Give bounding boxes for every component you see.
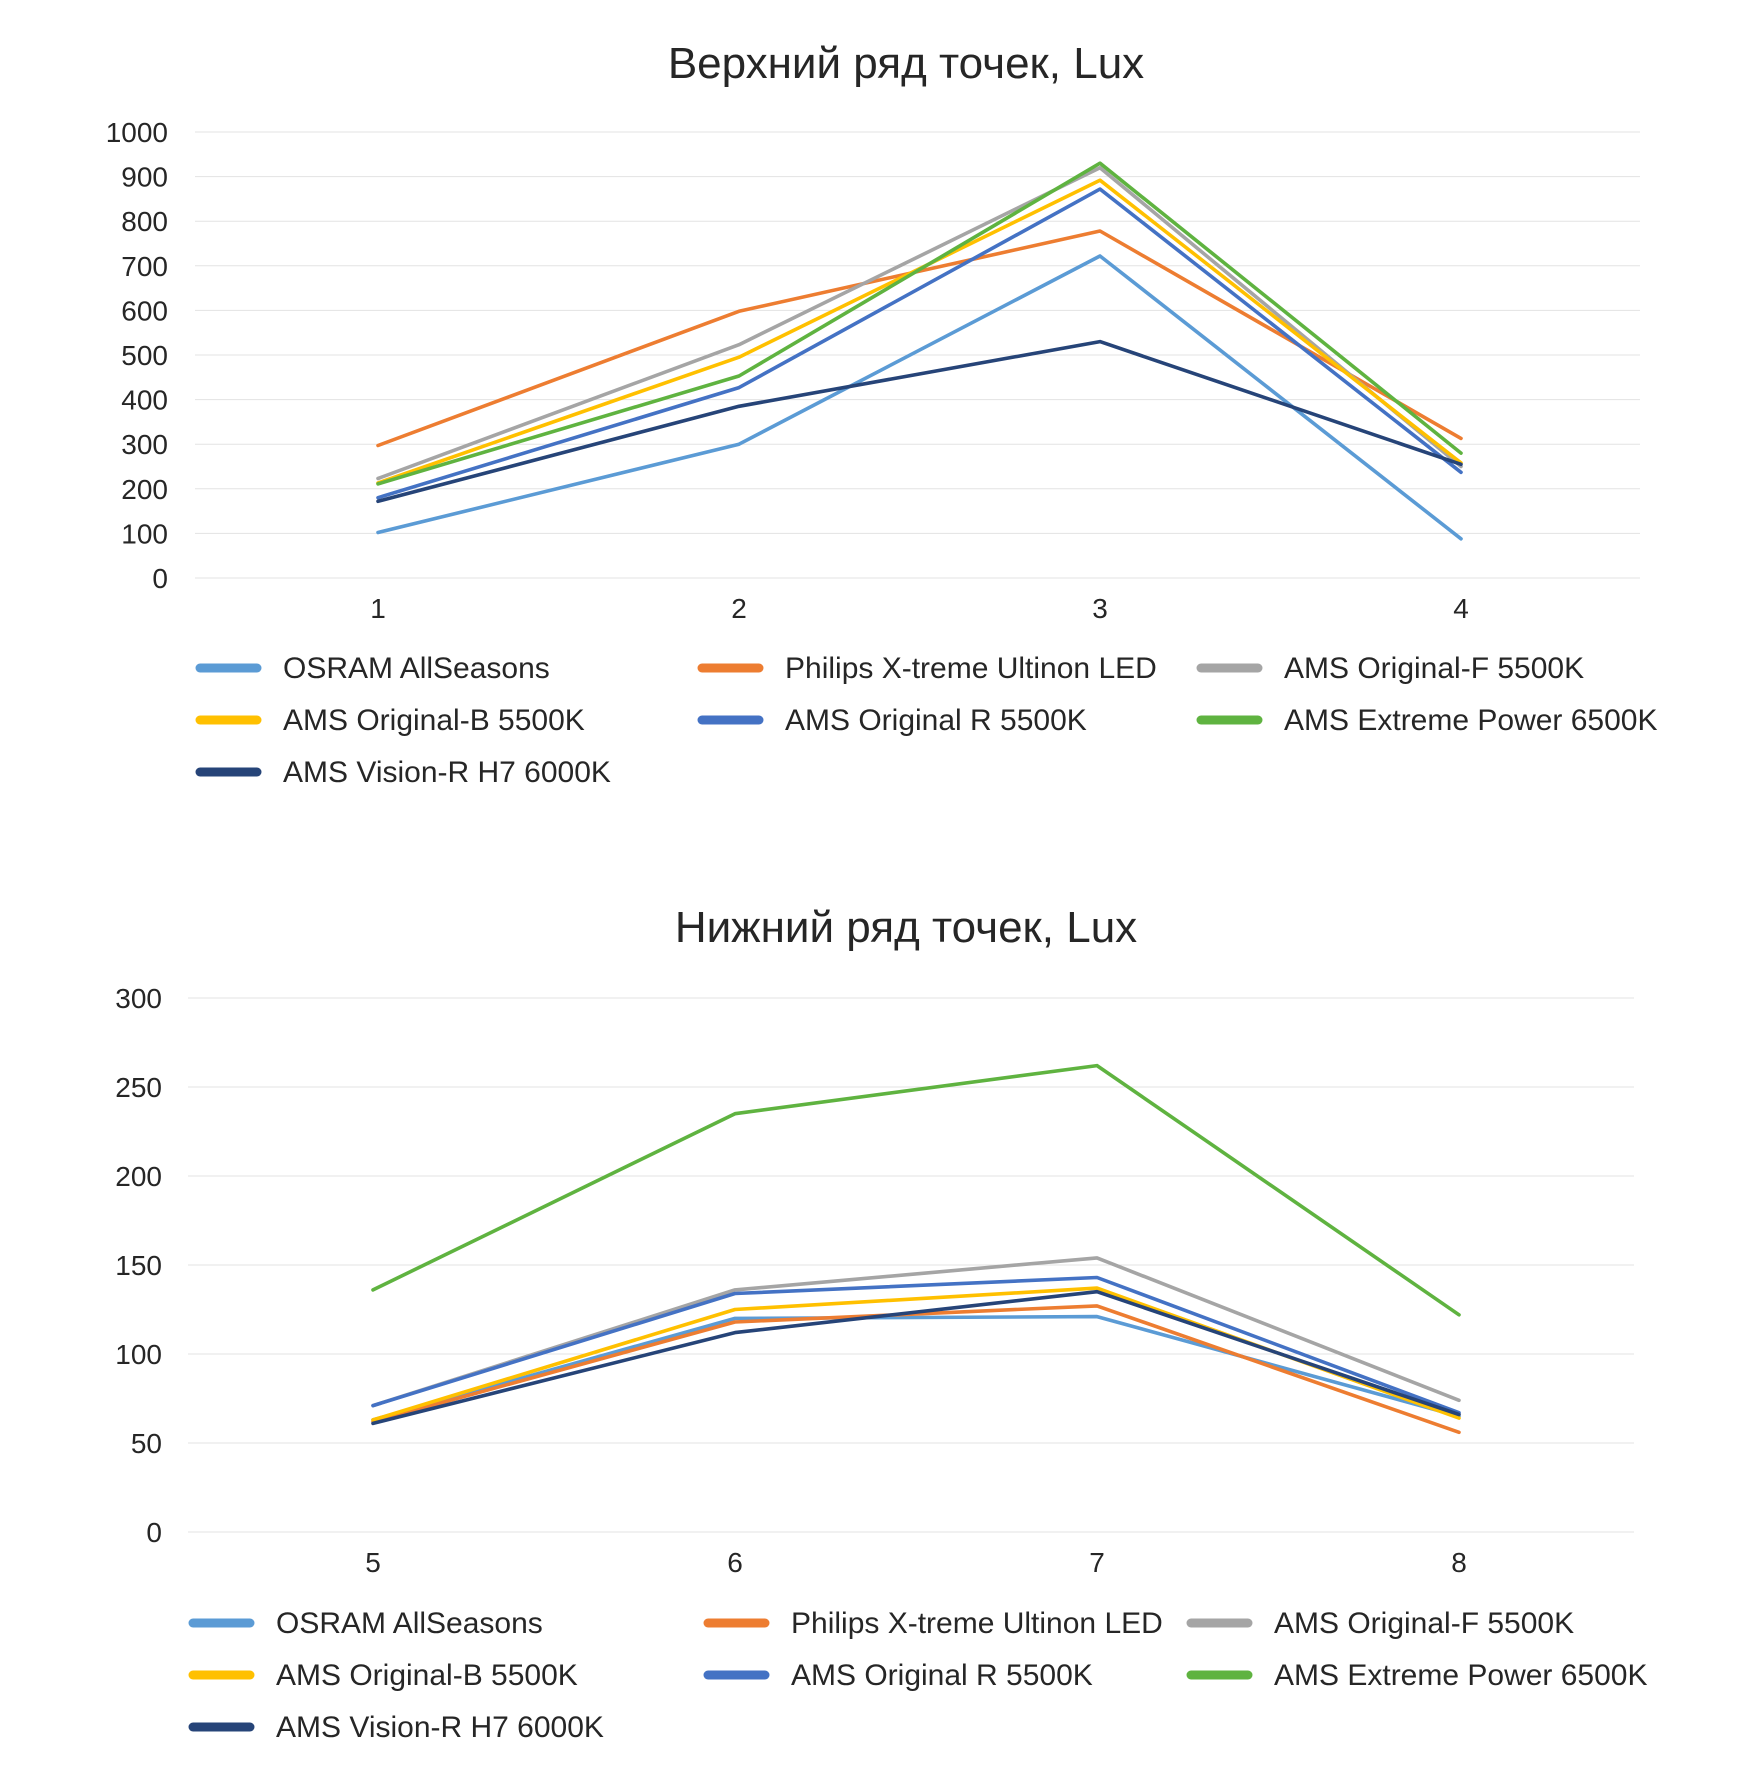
y-tick-label: 250 [115,1072,162,1103]
series-line-ams-vision-r-h7-6000k [371,1289,1461,1426]
upper-row-chart: Верхний ряд точек, Lux 0 100 200 300 400 500 60… [106,39,1658,789]
legend-item-ams-original-f-5500k: AMS Original-F 5500K [1186,1607,1574,1640]
y-tick-label: 300 [115,983,162,1014]
legend-label: AMS Original-F 5500K [1274,1607,1574,1640]
y-tick-label: 0 [146,1517,162,1548]
y-tick-label: 200 [115,1161,162,1192]
legend-label: AMS Original-F 5500K [1284,652,1584,685]
legend-label: AMS Vision-R H7 6000K [283,756,611,789]
x-tick-label: 4 [1453,593,1469,624]
series-line-osram-allseasons [371,1314,1461,1422]
legend-item-ams-original-b-5500k: AMS Original-B 5500K [195,704,585,737]
legend-item-ams-original-r-5500k: AMS Original R 5500K [703,1659,1093,1692]
legend-label: OSRAM AllSeasons [276,1607,543,1640]
y-tick-label: 150 [115,1250,162,1281]
series-line-ams-extreme-power-6500k [371,1063,1461,1317]
y-tick-label: 900 [121,162,168,193]
legend-item-philips-x-treme-ultinon-led: Philips X-treme Ultinon LED [703,1607,1163,1640]
y-tick-label: 0 [152,563,168,594]
y-tick-label: 500 [121,340,168,371]
legend-item-ams-vision-r-h7-6000k: AMS Vision-R H7 6000K [195,756,611,789]
legend-item-ams-extreme-power-6500k: AMS Extreme Power 6500K [1186,1659,1648,1692]
legend-item-ams-vision-r-h7-6000k: AMS Vision-R H7 6000K [188,1711,604,1744]
legend-item-ams-extreme-power-6500k: AMS Extreme Power 6500K [1196,704,1658,737]
series-line-ams-original-f-5500k [376,165,1463,481]
legend-item-ams-original-f-5500k: AMS Original-F 5500K [1196,652,1584,685]
legend-label: AMS Original-B 5500K [276,1659,578,1692]
legend-label: AMS Extreme Power 6500K [1284,704,1658,737]
y-tick-label: 700 [121,251,168,282]
x-tick-label: 1 [370,593,386,624]
lower-row-chart: Нижний ряд точек, Lux 0 50 100 150 200 250 300 5… [115,903,1647,1744]
series-line-ams-extreme-power-6500k [376,161,1463,486]
legend-label: AMS Extreme Power 6500K [1274,1659,1648,1692]
legend-label: Philips X-treme Ultinon LED [791,1607,1163,1640]
series-line-ams-original-r-5500k [376,187,1463,500]
chart-title: Нижний ряд точек, Lux [675,903,1137,952]
y-tick-label: 400 [121,385,168,416]
y-tick-label: 100 [115,1339,162,1370]
y-tick-label: 200 [121,474,168,505]
legend-label: AMS Original-B 5500K [283,704,585,737]
y-tick-label: 100 [121,518,168,549]
x-tick-label: 8 [1451,1547,1467,1578]
legend-label: AMS Vision-R H7 6000K [276,1711,604,1744]
y-tick-label: 50 [131,1428,162,1459]
series-line-ams-original-r-5500k [371,1275,1461,1415]
legend-item-ams-original-r-5500k: AMS Original R 5500K [697,704,1087,737]
x-tick-label: 5 [365,1547,381,1578]
series-line-ams-vision-r-h7-6000k [376,339,1463,504]
x-tick-label: 7 [1089,1547,1105,1578]
legend-item-ams-original-b-5500k: AMS Original-B 5500K [188,1659,578,1692]
x-tick-label: 6 [727,1547,743,1578]
y-tick-label: 1000 [106,117,168,148]
legend-label: Philips X-treme Ultinon LED [785,652,1157,685]
legend-label: AMS Original R 5500K [791,1659,1093,1692]
y-tick-label: 600 [121,295,168,326]
y-tick-label: 300 [121,429,168,460]
chart-title: Верхний ряд точек, Lux [668,39,1144,88]
y-tick-label: 800 [121,206,168,237]
legend-label: OSRAM AllSeasons [283,652,550,685]
series-line-osram-allseasons [376,254,1463,541]
legend-item-osram-allseasons: OSRAM AllSeasons [195,652,550,685]
legend-item-osram-allseasons: OSRAM AllSeasons [188,1607,543,1640]
x-tick-label: 2 [731,593,747,624]
legend-label: AMS Original R 5500K [785,704,1087,737]
x-tick-label: 3 [1092,593,1108,624]
legend-item-philips-x-treme-ultinon-led: Philips X-treme Ultinon LED [697,652,1157,685]
